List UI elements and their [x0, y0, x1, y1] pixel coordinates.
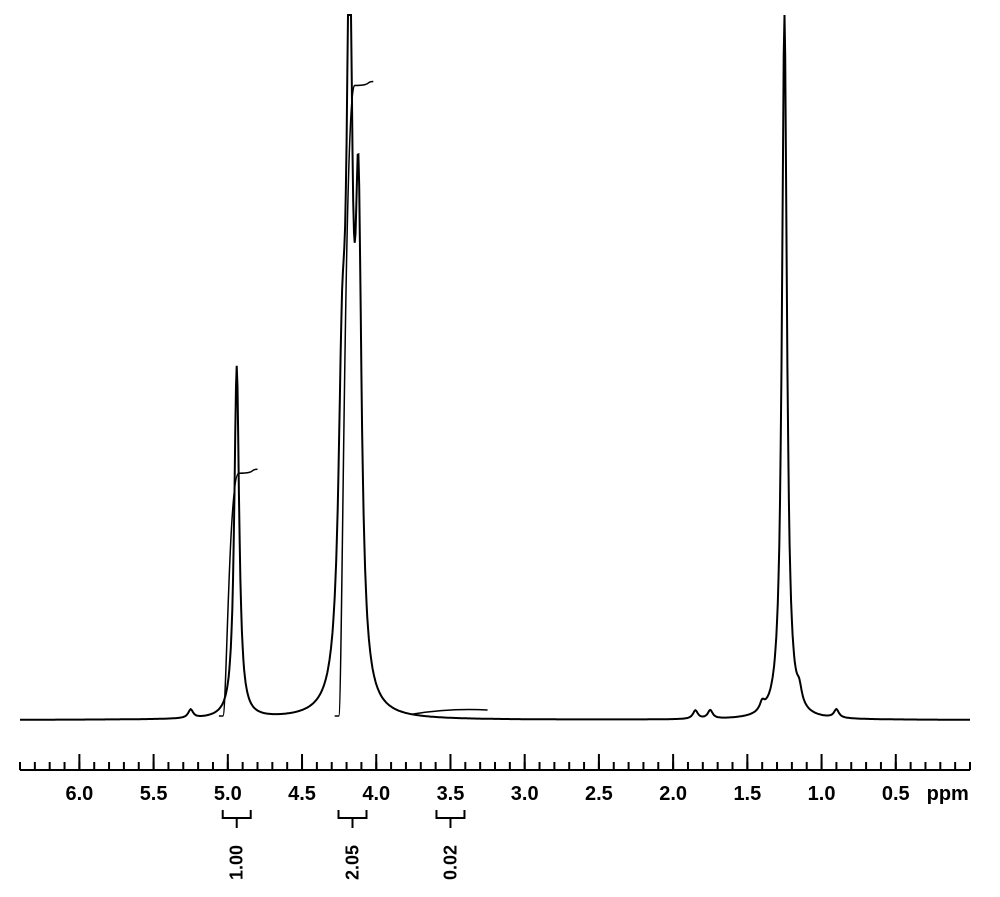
- spectrum-trace: [20, 15, 970, 720]
- tick-label: 1.0: [808, 783, 836, 805]
- tick-label: 0.5: [882, 783, 910, 805]
- integral-bracket: [436, 810, 464, 818]
- axis-unit-label: ppm: [927, 783, 969, 805]
- tick-label: 2.0: [659, 783, 687, 805]
- integral-value: 2.05: [343, 845, 363, 880]
- nmr-svg: 6.0 5.5 5.0 4.5 4.0 3.5 3.0 2.5 2.0 1.5 1.0 0.5 ppm 1…: [0, 0, 1000, 897]
- tick-label: 4.5: [288, 783, 316, 805]
- nmr-spectrum-container: 6.0 5.5 5.0 4.5 4.0 3.5 3.0 2.5 2.0 1.5 1.0 0.5 ppm 1…: [0, 0, 1000, 897]
- integral-value: 0.02: [440, 845, 460, 880]
- tick-label: 5.0: [214, 783, 242, 805]
- integral-bracket: [223, 810, 251, 818]
- tick-label: 1.5: [733, 783, 761, 805]
- tick-label: 3.0: [511, 783, 539, 805]
- tick-label: 6.0: [65, 783, 93, 805]
- tick-label: 5.5: [140, 783, 168, 805]
- integral-value: 1.00: [227, 845, 247, 880]
- tick-label: 2.5: [585, 783, 613, 805]
- integral-curve: [413, 710, 487, 715]
- tick-label: 3.5: [437, 783, 465, 805]
- tick-label: 4.0: [362, 783, 390, 805]
- integral-bracket: [339, 810, 367, 818]
